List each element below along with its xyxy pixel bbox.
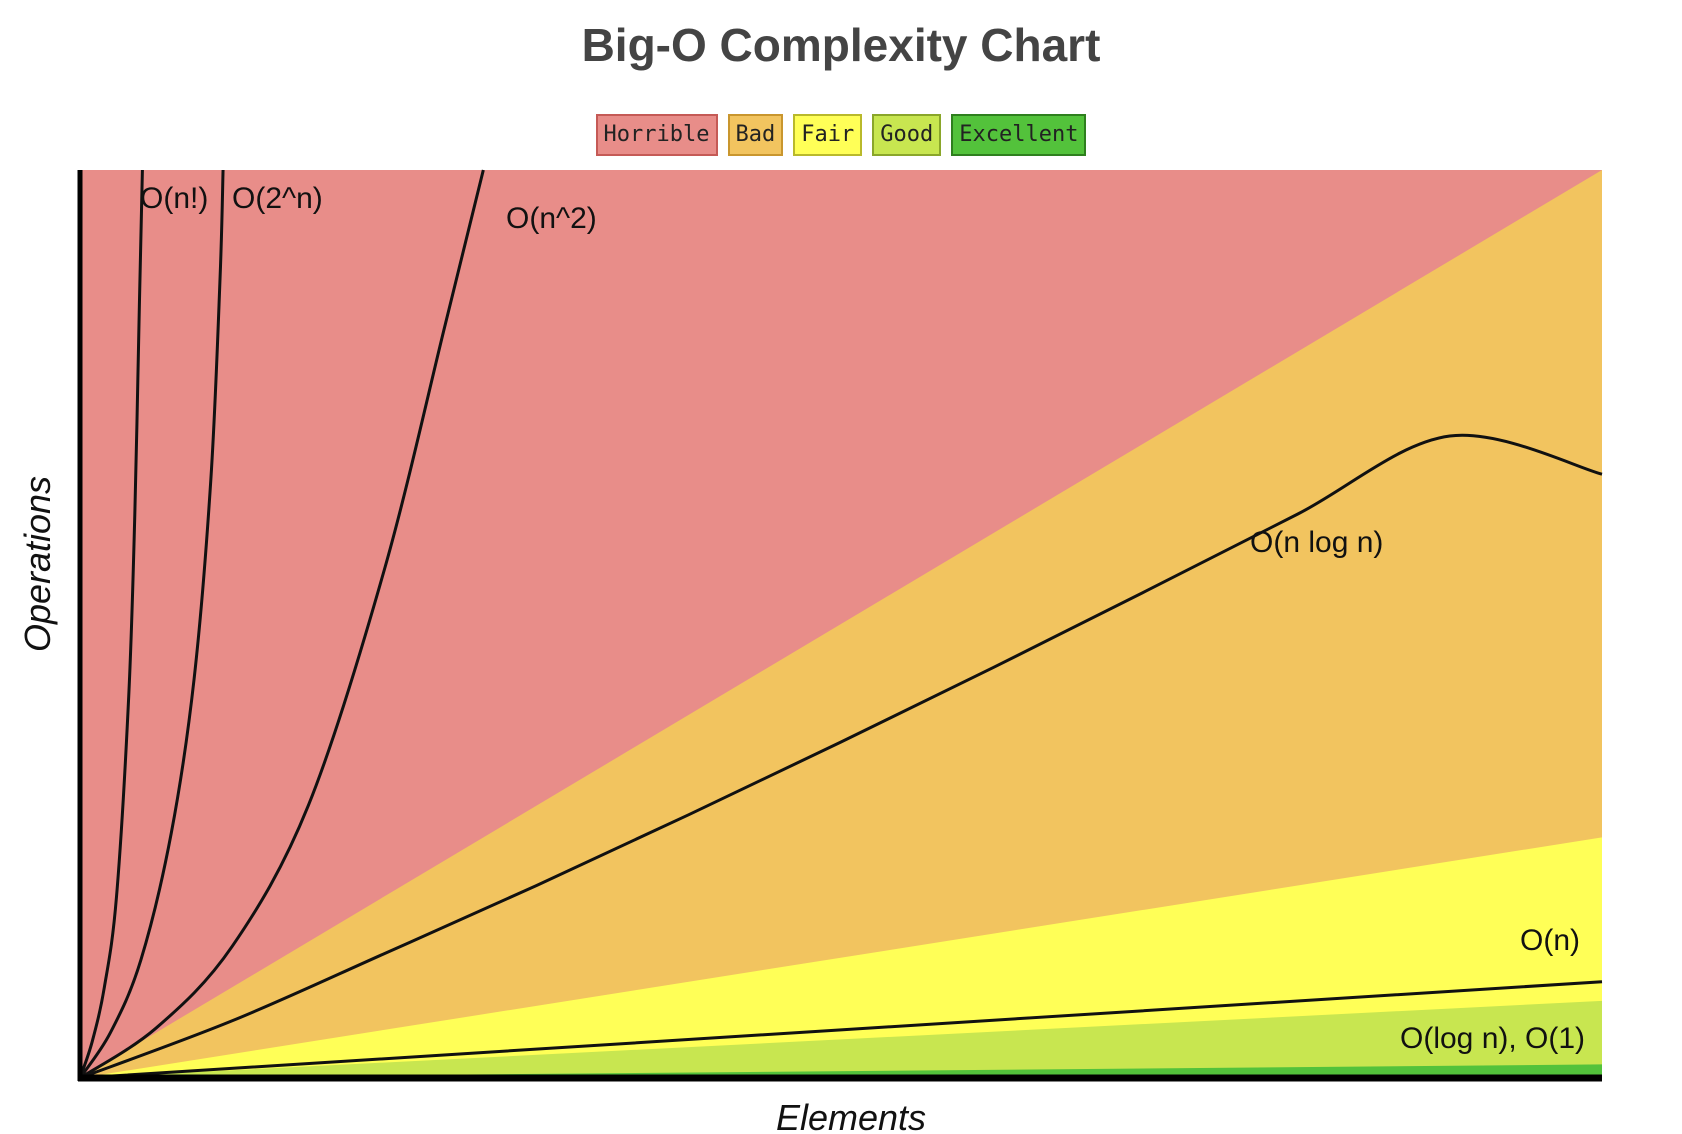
complexity-regions [80,170,1602,1078]
legend-bad: Bad [727,114,784,156]
curve-o-n [79,980,1603,1080]
label-o-n: O(n) [1520,924,1580,957]
legend-excellent: Excellent [951,114,1087,156]
legend-fair: Fair [793,114,863,156]
label-o-n-factorial: O(n!) [140,182,208,215]
x-axis-label: Elements [776,1097,926,1134]
chart-axes [77,170,1602,1082]
y-axis-label: Operations [17,476,58,652]
chart-legend: Horrible Bad Fair Good Excellent [0,114,1682,156]
curve-o-n-factorial [78,169,144,1079]
curve-o-n-log-n [79,433,1603,1080]
label-o-log-n-o-1: O(log n), O(1) [1400,1022,1585,1055]
complexity-curves [78,169,1603,1080]
region-fair [80,837,1602,1078]
region-bad [80,170,1602,1078]
legend-good: Good [872,114,942,156]
curve-o-2-pow-n [78,169,225,1079]
curve-o-n-squared [79,169,485,1080]
label-o-2-pow-n: O(2^n) [232,182,323,215]
region-good [80,1000,1602,1078]
label-o-n-squared: O(n^2) [506,202,597,235]
chart-title: Big-O Complexity Chart [581,19,1101,71]
label-o-n-log-n: O(n log n) [1250,526,1383,559]
curve-labels: O(n!) O(2^n) O(n^2) O(n log n) O(n) O(lo… [140,182,1585,1055]
legend-horrible: Horrible [595,114,718,156]
